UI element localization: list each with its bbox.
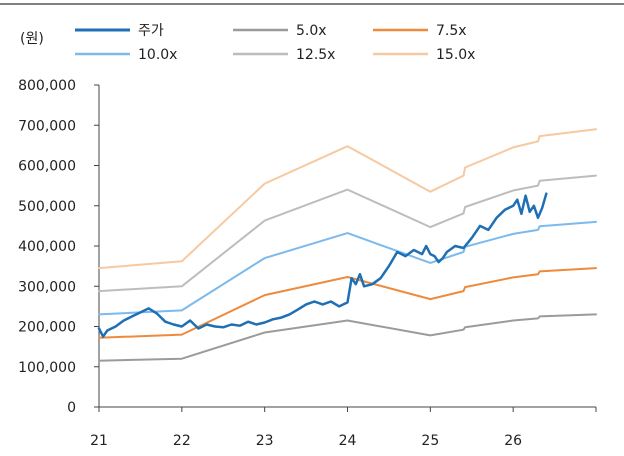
legend-label: 5.0x (296, 23, 327, 39)
legend-label: 주가 (138, 23, 164, 39)
series-line-5.0x (98, 313, 597, 362)
legend-label: 10.0x (138, 47, 177, 63)
y-tick-label: 200,000 (18, 320, 76, 336)
series-line-10.0x (98, 220, 597, 316)
legend-label: 12.5x (296, 47, 335, 63)
y-axis: 800,000 700,000 600,000 500,000 400,000 300,0… (18, 78, 100, 416)
y-tick-label: 100,000 (18, 360, 76, 376)
series-layer (97, 128, 597, 362)
y-tick-label: 600,000 (18, 159, 76, 175)
legend: 주가 5.0x 7.5x 10.0x 12.5x 15.0x (75, 23, 475, 63)
x-axis: 21 22 23 24 25 26 (90, 406, 597, 449)
series-line-12.5x (98, 174, 597, 293)
series-line-7.5x (98, 267, 597, 339)
legend-label: 7.5x (436, 23, 467, 39)
x-tick-label: 23 (256, 433, 274, 449)
y-tick-label: 800,000 (18, 78, 76, 94)
series-line-주가 (97, 192, 548, 338)
y-tick-label: 400,000 (18, 239, 76, 255)
x-tick-label: 24 (339, 433, 357, 449)
x-tick-label: 26 (504, 433, 522, 449)
unit-label: (원) (20, 31, 44, 47)
x-tick-label: 22 (173, 433, 191, 449)
y-tick-label: 0 (67, 400, 76, 416)
y-tick-label: 700,000 (18, 118, 76, 134)
legend-label: 15.0x (436, 47, 475, 63)
x-tick-label: 25 (421, 433, 439, 449)
series-line-15.0x (98, 128, 597, 270)
y-tick-label: 500,000 (18, 199, 76, 215)
y-tick-label: 300,000 (18, 279, 76, 295)
x-tick-label: 21 (90, 433, 108, 449)
